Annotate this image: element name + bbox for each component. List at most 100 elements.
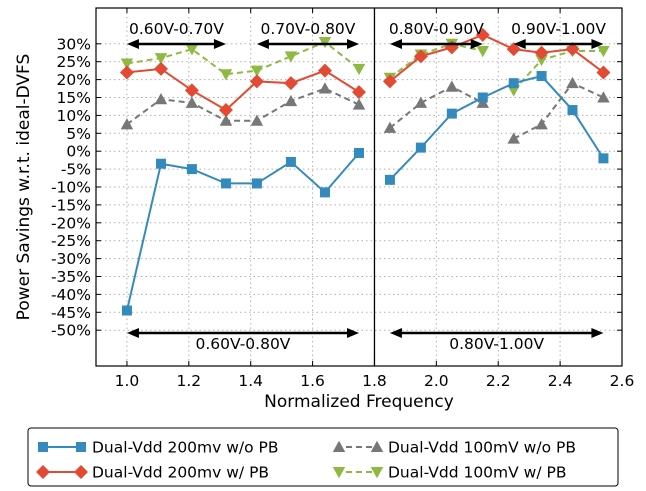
data-point xyxy=(508,78,519,89)
data-point xyxy=(370,440,384,452)
legend: Dual-Vdd 200mv w/o PB Dual-Vdd 200mv w/ P… xyxy=(27,427,619,487)
x-tick-label: 1.2 xyxy=(176,372,201,390)
data-point xyxy=(74,465,88,479)
arrow-head-left xyxy=(126,39,139,49)
series-line xyxy=(389,42,483,79)
range-label: 0.60V-0.80V xyxy=(196,335,291,353)
data-point xyxy=(444,40,459,55)
legend-label: Dual-Vdd 200mv w/o PB xyxy=(92,439,279,457)
range-label: 0.70V-0.80V xyxy=(260,20,355,38)
data-point xyxy=(318,37,332,49)
y-tick-label: -35% xyxy=(51,268,91,286)
data-point xyxy=(352,85,366,100)
range-annotation: 0.80V-1.00V xyxy=(389,328,604,353)
data-point xyxy=(119,65,134,80)
series-line xyxy=(512,49,604,92)
data-point xyxy=(384,174,395,185)
legend-entry: Dual-Vdd 200mv w/o PB xyxy=(38,439,279,457)
y-tick-label: -50% xyxy=(51,322,91,340)
data-point xyxy=(413,49,428,64)
x-tick-label: 1.8 xyxy=(362,372,387,390)
range-label: 0.80V-0.90V xyxy=(389,20,484,38)
arrow-head-left xyxy=(513,39,526,49)
arrow-head-left xyxy=(126,328,139,338)
data-point xyxy=(446,108,457,119)
data-point xyxy=(354,147,364,158)
x-tick-label: 2.6 xyxy=(610,372,635,390)
data-point xyxy=(319,187,330,198)
data-point xyxy=(567,105,578,116)
data-point xyxy=(220,178,231,189)
legend-label: Dual-Vdd 200mv w/ PB xyxy=(92,464,269,482)
data-point xyxy=(596,65,611,80)
range-annotation: 0.90V-1.00V xyxy=(511,20,606,49)
series-dual-vdd-200mv-w-o-pb xyxy=(121,71,609,316)
data-point xyxy=(153,61,168,76)
y-tick-label: 25% xyxy=(57,53,91,71)
y-tick-label: -25% xyxy=(51,232,91,250)
data-point xyxy=(414,96,428,108)
y-tick-label: -5% xyxy=(61,161,91,179)
data-point xyxy=(185,96,199,108)
series-line xyxy=(389,85,484,129)
legend-entry: Dual-Vdd 200mv w/ PB xyxy=(36,464,269,482)
data-point xyxy=(597,45,610,58)
data-point xyxy=(219,69,233,81)
data-point xyxy=(318,82,332,94)
data-point xyxy=(332,440,346,452)
y-tick-label: -10% xyxy=(51,179,91,197)
y-tick-label: 20% xyxy=(57,71,91,89)
legend-entry: Dual-Vdd 100mV w/ PB xyxy=(332,464,566,482)
data-point xyxy=(332,467,346,479)
data-point xyxy=(250,114,264,126)
data-point xyxy=(76,442,86,452)
x-axis-title: Normalized Frequency xyxy=(264,392,454,412)
data-point xyxy=(475,27,490,42)
arrow-head-left xyxy=(389,39,402,49)
arrow-head-left xyxy=(389,328,402,338)
data-point xyxy=(121,305,132,316)
data-point xyxy=(445,80,459,92)
data-point xyxy=(120,58,134,70)
x-tick-label: 2.0 xyxy=(424,372,449,390)
series-line xyxy=(513,81,604,140)
x-tick-label: 2.2 xyxy=(486,372,511,390)
data-point xyxy=(36,465,50,479)
data-point xyxy=(154,93,168,105)
data-point xyxy=(506,42,521,57)
arrow-head-left xyxy=(256,39,269,49)
data-point xyxy=(507,132,520,144)
x-tick-label: 1.6 xyxy=(300,372,325,390)
legend-label: Dual-Vdd 100mV w/o PB xyxy=(388,439,576,457)
data-point xyxy=(382,74,397,89)
data-point xyxy=(185,44,199,56)
data-point xyxy=(535,54,548,67)
data-point xyxy=(283,76,298,91)
arrow-head-right xyxy=(591,328,604,338)
data-point xyxy=(352,63,366,76)
y-tick-label: 30% xyxy=(57,35,91,53)
y-tick-label: -20% xyxy=(51,214,91,232)
axis-ticks: 1.0 1.2 1.4 1.6 1.8 2.0 2.2 2.4 2.6-50%-45%-40%-… xyxy=(51,8,634,390)
series-line xyxy=(389,74,605,181)
range-annotation: 0.60V-0.70V xyxy=(126,20,226,49)
range-annotation: 0.70V-0.80V xyxy=(256,20,359,49)
y-tick-label: 5% xyxy=(66,125,91,143)
arrow-head-right xyxy=(470,39,483,49)
data-point xyxy=(184,83,199,98)
arrow-head-right xyxy=(347,39,359,49)
range-label: 0.60V-0.70V xyxy=(129,20,224,38)
arrow-head-right xyxy=(591,39,604,49)
data-point xyxy=(219,114,233,126)
data-point xyxy=(415,142,426,153)
data-point xyxy=(284,94,298,107)
data-point xyxy=(120,118,134,130)
legend-box xyxy=(27,427,619,487)
data-point xyxy=(186,164,197,175)
data-point xyxy=(565,42,580,57)
series-line xyxy=(126,67,360,112)
data-point xyxy=(218,103,233,118)
series-line xyxy=(126,87,360,126)
x-tick-label: 2.4 xyxy=(548,372,573,390)
